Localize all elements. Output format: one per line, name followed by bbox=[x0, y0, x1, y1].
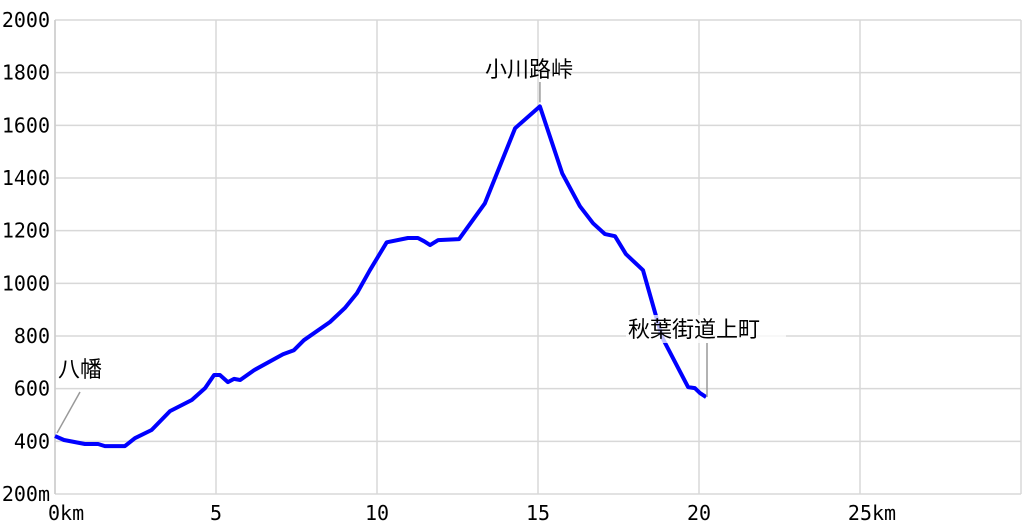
y-tick-label: 200m bbox=[2, 482, 50, 506]
x-tick-label: 0km bbox=[48, 501, 84, 525]
y-axis-ticks: 200m 400 600 800 1000 1200 1400 1600 1800 2000 bbox=[2, 8, 50, 506]
y-tick-label: 1600 bbox=[2, 113, 50, 137]
y-tick-label: 800 bbox=[14, 324, 50, 348]
y-tick-label: 600 bbox=[14, 377, 50, 401]
y-tick-label: 1200 bbox=[2, 219, 50, 243]
x-axis-ticks: 0km 5 10 15 20 25km bbox=[48, 501, 896, 525]
x-tick-label: 25km bbox=[848, 501, 896, 525]
annotation-label: 小川路峠 bbox=[485, 58, 573, 83]
x-tick-label: 15 bbox=[526, 501, 550, 525]
y-tick-label: 1000 bbox=[2, 271, 50, 295]
y-tick-label: 400 bbox=[14, 429, 50, 453]
y-tick-label: 1400 bbox=[2, 166, 50, 190]
x-tick-label: 5 bbox=[210, 501, 222, 525]
annotation-leader bbox=[56, 391, 81, 434]
y-tick-label: 2000 bbox=[2, 8, 50, 32]
x-tick-label: 20 bbox=[687, 501, 711, 525]
elevation-line bbox=[54, 104, 708, 449]
y-tick-label: 1800 bbox=[2, 61, 50, 85]
grid bbox=[54, 19, 1022, 495]
annotation-label: 八幡 bbox=[58, 358, 102, 383]
annotation-background bbox=[626, 315, 786, 343]
x-tick-label: 10 bbox=[365, 501, 389, 525]
annotation-label: 秋葉街道上町 bbox=[628, 318, 760, 343]
